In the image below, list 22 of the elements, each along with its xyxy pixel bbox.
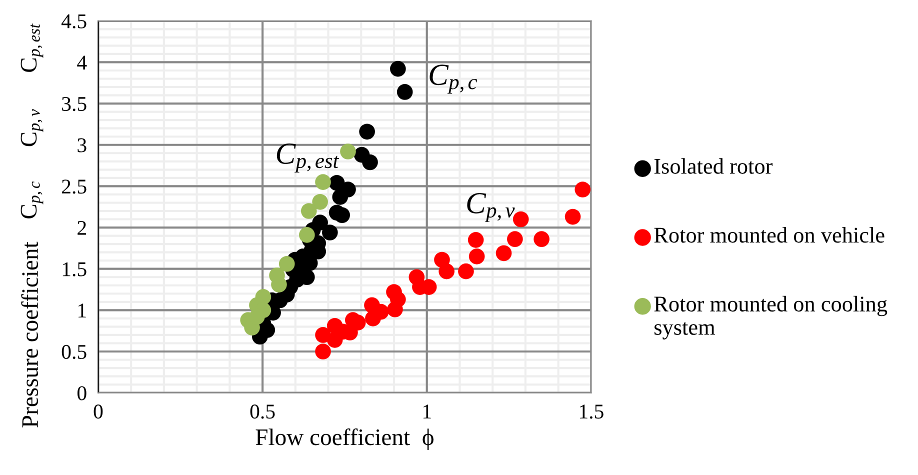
x-tick-label: 1.5 [580,404,604,419]
y-tick-label: 3.5 [62,96,86,112]
legend-label: Rotor mounted on vehicle [654,227,884,243]
annotation: C$_{p,v}$ [467,192,515,222]
text: Pressure coefficient C$_{p,c}$ C$_{p,v}$ C$_{p,est}$ [20,23,44,428]
y-tick-label: 2 [78,220,86,235]
y-tick-label: 0 [77,386,86,400]
y-tick-label: 4.5 [61,14,86,28]
y-tick-label: 1 [78,304,86,318]
y-tick-label: 1.5 [62,262,86,276]
y-tick-label: 0.5 [62,344,86,360]
legend-label: Rotor mounted on cooling system [654,296,888,340]
annotation: C$_{p,est}$ [276,143,340,172]
y-tick-label: 2.5 [62,180,86,194]
legend-label: Isolated rotor [654,158,773,174]
x-axis-title: Flow coefficient ϕ [256,428,434,450]
x-tick-label: 0 [94,404,103,419]
annotation: C$_{p,c}$ [430,64,478,94]
x-tick-label: 0.5 [250,404,275,419]
y-tick-label: 4 [77,56,87,70]
y-tick-label: 3 [78,138,86,152]
x-tick-label: 1 [423,404,431,418]
